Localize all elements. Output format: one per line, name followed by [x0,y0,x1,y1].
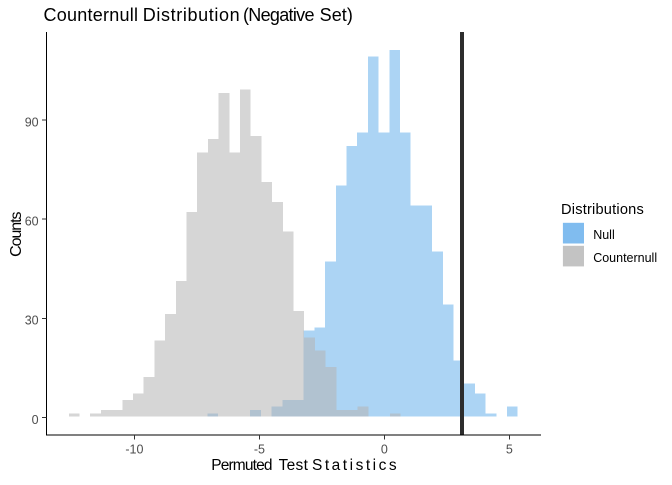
svg-text:Test: Test [279,457,309,474]
svg-text:5: 5 [506,442,513,456]
svg-text:Distributions: Distributions [561,202,644,218]
svg-text:-5: -5 [254,442,265,456]
svg-text:Counternull: Counternull [44,5,139,25]
svg-text:Null: Null [593,228,615,242]
svg-text:-10: -10 [125,442,143,456]
svg-text:Counternull: Counternull [593,251,657,265]
svg-text:Set): Set) [320,5,353,25]
svg-text:(Negative: (Negative [243,5,315,25]
svg-text:0: 0 [381,442,388,456]
svg-text:Permuted: Permuted [211,457,272,474]
svg-text:30: 30 [25,314,39,328]
svg-text:Distribution: Distribution [143,5,240,25]
svg-text:Counts: Counts [8,212,25,257]
svg-text:60: 60 [25,215,39,229]
svg-text:0: 0 [32,413,39,427]
svg-text:90: 90 [25,116,39,130]
